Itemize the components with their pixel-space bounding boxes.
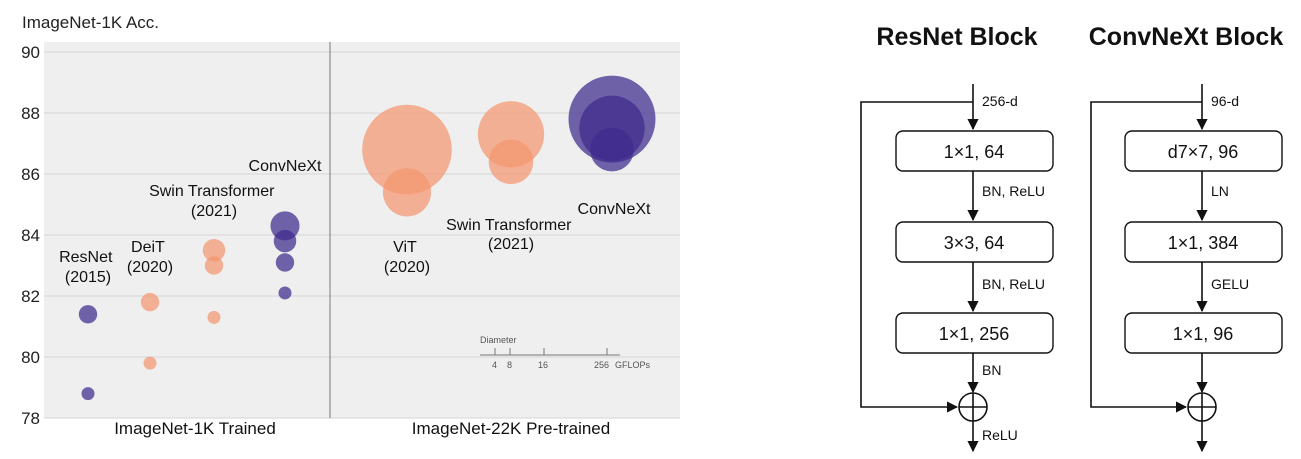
bubble-p0-m1-1 xyxy=(143,356,157,370)
resnet-output-label: ReLU xyxy=(982,427,1018,443)
y-tick-86: 86 xyxy=(21,165,40,184)
panel-label-1k: ImageNet-1K Trained xyxy=(114,419,276,438)
bubble-p0-m2-0 xyxy=(202,238,226,262)
convnext-block: ConvNeXt Block 96-d d7×7, 96 LN 1×1, 384… xyxy=(1089,23,1284,453)
size-legend-title: Diameter xyxy=(480,335,517,345)
size-legend-unit: GFLOPs xyxy=(615,360,651,370)
resnet-layer-2-label: 3×3, 64 xyxy=(944,233,1005,253)
size-legend-label-4: 4 xyxy=(492,360,497,370)
convnext-block-title: ConvNeXt Block xyxy=(1089,23,1284,51)
convnext-layer-1-box xyxy=(1124,130,1283,172)
swin-1k-annotation: Swin Transformer (2021) xyxy=(149,183,279,220)
convnext-input-label: 96-d xyxy=(1211,93,1239,109)
panel-label-22k: ImageNet-22K Pre-trained xyxy=(412,419,610,438)
accuracy-chart: ImageNet-1K Acc. 78 80 82 84 86 88 90 ResNet (… xyxy=(21,13,680,438)
y-tick-88: 88 xyxy=(21,104,40,123)
convnext-layer-2-label: 1×1, 384 xyxy=(1168,233,1239,253)
swin-22k-annotation: Swin Transformer (2021) xyxy=(446,217,576,253)
convnext-between-2: GELU xyxy=(1211,276,1249,292)
y-tick-80: 80 xyxy=(21,348,40,367)
convnext-layer-1-label: d7×7, 96 xyxy=(1168,142,1239,162)
block-diagrams: ResNet Block 256-d 1×1, 64 BN, ReLU 3×3,… xyxy=(860,23,1284,453)
y-tick-90: 90 xyxy=(21,43,40,62)
bubble-p1-m0-0 xyxy=(362,104,452,195)
resnet-layer-3-label: 1×1, 256 xyxy=(939,324,1010,344)
bubble-p0-m0-0 xyxy=(78,305,98,324)
bubble-p0-m3-3 xyxy=(278,286,292,300)
resnet-between-2: BN, ReLU xyxy=(982,276,1045,292)
convnext-layer-3-box xyxy=(1124,312,1283,354)
bubble-p0-m0-1 xyxy=(81,387,95,401)
resnet-block: ResNet Block 256-d 1×1, 64 BN, ReLU 3×3,… xyxy=(860,23,1054,453)
size-legend-label-256: 256 xyxy=(594,360,609,370)
vit-annotation: ViT (2020) xyxy=(384,239,430,276)
bubble-p0-m3-1 xyxy=(273,229,297,253)
convnext-add-icon xyxy=(1187,392,1217,422)
resnet-between-1: BN, ReLU xyxy=(982,183,1045,199)
y-tick-84: 84 xyxy=(21,226,40,245)
convnext-22k-annotation: ConvNeXt xyxy=(578,201,651,218)
resnet-layer-2-box xyxy=(895,221,1054,263)
size-legend-label-8: 8 xyxy=(507,360,512,370)
convnext-layer-3-label: 1×1, 96 xyxy=(1173,324,1234,344)
resnet-layer-1-label: 1×1, 64 xyxy=(944,142,1005,162)
bubble-p1-m0-1 xyxy=(382,168,432,217)
y-axis-label: ImageNet-1K Acc. xyxy=(22,13,159,32)
resnet-layer-3-box xyxy=(895,312,1054,354)
deit-annotation: DeiT (2020) xyxy=(127,239,173,276)
bubbles xyxy=(78,75,656,401)
resnet-block-title: ResNet Block xyxy=(876,23,1037,51)
y-tick-78: 78 xyxy=(21,409,40,428)
bubble-p1-m1-1 xyxy=(488,139,534,185)
convnext-between-1: LN xyxy=(1211,183,1229,199)
convnext-skip-connection xyxy=(1090,101,1202,413)
bubble-p0-m3-2 xyxy=(275,253,295,272)
convnext-1k-annotation: ConvNeXt xyxy=(249,158,322,175)
resnet-input-label: 256-d xyxy=(982,93,1018,109)
y-axis-ticks: 78 80 82 84 86 88 90 xyxy=(21,43,40,428)
resnet-layer-1-box xyxy=(895,130,1054,172)
resnet-between-3: BN xyxy=(982,362,1001,378)
resnet-add-icon xyxy=(958,392,988,422)
size-legend: Diameter 4 8 16 256 GFLOPs xyxy=(480,335,651,370)
bubble-p0-m1-0 xyxy=(140,292,160,312)
resnet-annotation: ResNet (2015) xyxy=(59,249,117,286)
bubble-p1-m2-2 xyxy=(590,127,634,172)
bubble-p0-m2-1 xyxy=(204,256,224,275)
resnet-skip-connection xyxy=(860,101,973,413)
convnext-layer-2-box xyxy=(1124,221,1283,263)
bubble-p0-m2-2 xyxy=(207,310,221,324)
y-tick-82: 82 xyxy=(21,287,40,306)
size-legend-label-16: 16 xyxy=(538,360,548,370)
